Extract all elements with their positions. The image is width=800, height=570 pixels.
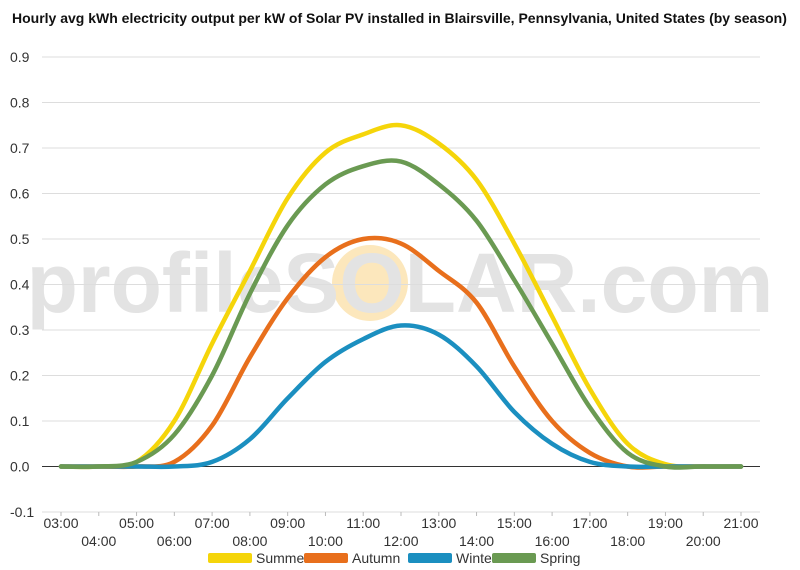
watermark-text: profileSOLAR.com [27,236,774,330]
y-tick-label: -0.1 [10,504,34,520]
y-tick-label: 0.0 [10,459,30,475]
x-tick-label: 14:00 [459,533,494,549]
x-tick-label: 09:00 [270,515,305,531]
watermark-sun-icon [332,245,408,321]
legend-item-spring[interactable]: Spring [492,550,580,566]
x-tick-label: 15:00 [497,515,532,531]
legend-item-winter[interactable]: Winter [408,550,497,566]
legend-label-winter: Winter [456,550,497,566]
y-tick-label: 0.2 [10,368,30,384]
y-axis: 0.9 0.8 0.7 0.6 0.5 0.4 0.3 0.2 0.1 0.0 -0.1 [10,49,34,520]
x-tick-label: 03:00 [43,515,78,531]
x-axis: 03:0004:0005:0006:0007:0008:0009:0010:00… [43,512,759,549]
y-tick-label: 0.4 [10,277,30,293]
x-tick-label: 20:00 [686,533,721,549]
x-tick-label: 10:00 [308,533,343,549]
x-tick-label: 16:00 [535,533,570,549]
x-tick-label: 18:00 [610,533,645,549]
x-tick-label: 08:00 [232,533,267,549]
chart-title: Hourly avg kWh electricity output per kW… [12,10,787,26]
y-tick-label: 0.6 [10,186,30,202]
x-tick-label: 06:00 [157,533,192,549]
x-tick-label: 12:00 [383,533,418,549]
x-tick-label: 11:00 [346,515,380,531]
y-tick-label: 0.1 [10,413,30,429]
legend-item-summer[interactable]: Summer [208,550,309,566]
y-tick-label: 0.8 [10,95,30,111]
x-tick-label: 17:00 [572,515,607,531]
series-line-winter [58,323,744,470]
x-tick-label: 13:00 [421,515,456,531]
x-tick-label: 07:00 [195,515,230,531]
legend-swatch-winter [408,553,452,563]
x-tick-label: 04:00 [81,533,116,549]
x-tick-label: 05:00 [119,515,154,531]
legend[interactable]: Summer Autumn Winter Spring [208,550,580,566]
x-tick-label: 19:00 [648,515,683,531]
y-tick-label: 0.7 [10,140,30,156]
y-tick-label: 0.9 [10,49,30,65]
x-tick-label: 21:00 [723,515,758,531]
legend-swatch-spring [492,553,536,563]
y-tick-label: 0.5 [10,231,30,247]
legend-label-autumn: Autumn [352,550,400,566]
series-line-spring [58,158,744,470]
series-lines [58,122,744,470]
legend-label-summer: Summer [256,550,309,566]
watermark: profileSOLAR.com [27,236,774,330]
series-line-summer [58,122,744,470]
y-tick-label: 0.3 [10,322,30,338]
legend-label-spring: Spring [540,550,580,566]
legend-swatch-autumn [304,553,348,563]
legend-swatch-summer [208,553,252,563]
legend-item-autumn[interactable]: Autumn [304,550,400,566]
